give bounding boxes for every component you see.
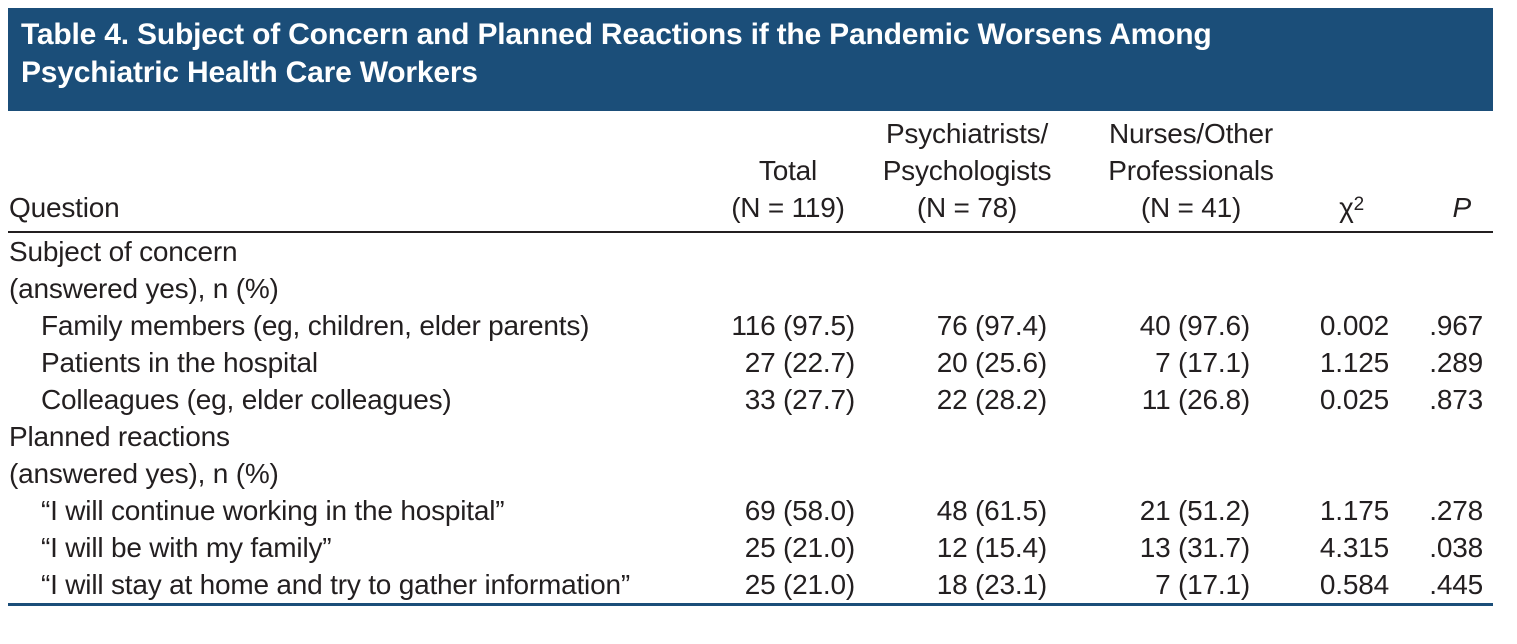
table-section-row: Planned reactions	[8, 418, 1493, 455]
row-label: Colleagues (eg, elder colleagues)	[41, 384, 452, 415]
column-header-nurses: Nurses/Other Professionals (N = 41)	[1050, 111, 1274, 233]
header-line: (N = 119)	[731, 192, 845, 223]
table-title-bar: Table 4. Subject of Concern and Planned …	[8, 8, 1493, 111]
column-header-question: Question	[8, 111, 698, 233]
cell-psychiatrists: 20 (25.6)	[936, 347, 1047, 378]
data-table: Question Total (N = 119) Psychiatrists/ …	[8, 111, 1493, 606]
cell-p-value: .445	[1429, 569, 1483, 600]
row-label: Patients in the hospital	[41, 347, 318, 378]
cell-total: 116 (97.5)	[731, 310, 855, 341]
cell-psychiatrists: 22 (28.2)	[936, 384, 1047, 415]
header-line: Nurses/Other	[1108, 118, 1274, 149]
row-label: “I will stay at home and try to gather i…	[41, 569, 630, 600]
cell-p-value: .967	[1429, 310, 1483, 341]
section-label: Planned reactions	[9, 421, 230, 452]
table-row: “I will stay at home and try to gather i…	[8, 566, 1493, 605]
cell-nurses: 7 (17.1)	[1155, 347, 1250, 378]
header-line: (N = 41)	[1140, 192, 1242, 223]
cell-p-value: .278	[1429, 495, 1483, 526]
section-label: (answered yes), n (%)	[9, 273, 279, 304]
table-section-row: (answered yes), n (%)	[8, 270, 1493, 307]
header-line: Professionals	[1108, 155, 1274, 186]
cell-p-value: .873	[1429, 384, 1483, 415]
cell-nurses: 7 (17.1)	[1155, 569, 1250, 600]
cell-nurses: 11 (26.8)	[1141, 384, 1250, 415]
cell-p-value: .289	[1429, 347, 1483, 378]
header-line: (N = 78)	[916, 192, 1018, 223]
table-row: “I will be with my family” 25 (21.0) 12 …	[8, 529, 1493, 566]
cell-total: 69 (58.0)	[744, 495, 855, 526]
column-header-total: Total (N = 119)	[698, 111, 858, 233]
table-section-row: Subject of concern	[8, 232, 1493, 270]
section-label: (answered yes), n (%)	[9, 458, 279, 489]
cell-psychiatrists: 48 (61.5)	[936, 495, 1047, 526]
table-header-row: Question Total (N = 119) Psychiatrists/ …	[8, 111, 1493, 233]
title-line-2: Psychiatric Health Care Workers	[21, 56, 478, 89]
cell-psychiatrists: 76 (97.4)	[936, 310, 1047, 341]
header-line: Psychiatrists/	[885, 118, 1049, 149]
chi-symbol: χ	[1339, 192, 1354, 223]
cell-chi-square: 4.315	[1319, 532, 1389, 563]
cell-nurses: 40 (97.6)	[1139, 310, 1250, 341]
table-row: Colleagues (eg, elder colleagues) 33 (27…	[8, 381, 1493, 418]
column-header-p-value: P	[1392, 111, 1493, 233]
cell-total: 25 (21.0)	[744, 569, 855, 600]
table-section-row: (answered yes), n (%)	[8, 455, 1493, 492]
header-line: Psychologists	[882, 155, 1052, 186]
cell-psychiatrists: 18 (23.1)	[936, 569, 1047, 600]
chi-superscript: 2	[1353, 194, 1365, 215]
table-row: Family members (eg, children, elder pare…	[8, 307, 1493, 344]
header-line: Total	[758, 155, 818, 186]
cell-chi-square: 0.584	[1319, 569, 1389, 600]
cell-total: 27 (22.7)	[744, 347, 855, 378]
cell-nurses: 21 (51.2)	[1139, 495, 1250, 526]
section-label: Subject of concern	[9, 236, 238, 267]
column-header-chi-square: χ2	[1252, 111, 1392, 233]
column-header-psychiatrists: Psychiatrists/ Psychologists (N = 78)	[858, 111, 1051, 233]
table-row: “I will continue working in the hospital…	[8, 492, 1493, 529]
cell-chi-square: 1.125	[1319, 347, 1389, 378]
row-label: “I will be with my family”	[41, 532, 332, 563]
row-label: “I will continue working in the hospital…	[41, 495, 505, 526]
table-row: Patients in the hospital 27 (22.7) 20 (2…	[8, 344, 1493, 381]
cell-chi-square: 0.025	[1319, 384, 1389, 415]
cell-total: 33 (27.7)	[744, 384, 855, 415]
cell-psychiatrists: 12 (15.4)	[936, 532, 1047, 563]
title-line-1: Table 4. Subject of Concern and Planned …	[21, 18, 1212, 51]
cell-p-value: .038	[1429, 532, 1483, 563]
cell-total: 25 (21.0)	[744, 532, 855, 563]
cell-chi-square: 0.002	[1319, 310, 1389, 341]
row-label: Family members (eg, children, elder pare…	[41, 310, 590, 341]
cell-nurses: 13 (31.7)	[1139, 532, 1250, 563]
table-title: Table 4. Subject of Concern and Planned …	[21, 16, 1479, 92]
cell-chi-square: 1.175	[1319, 495, 1389, 526]
